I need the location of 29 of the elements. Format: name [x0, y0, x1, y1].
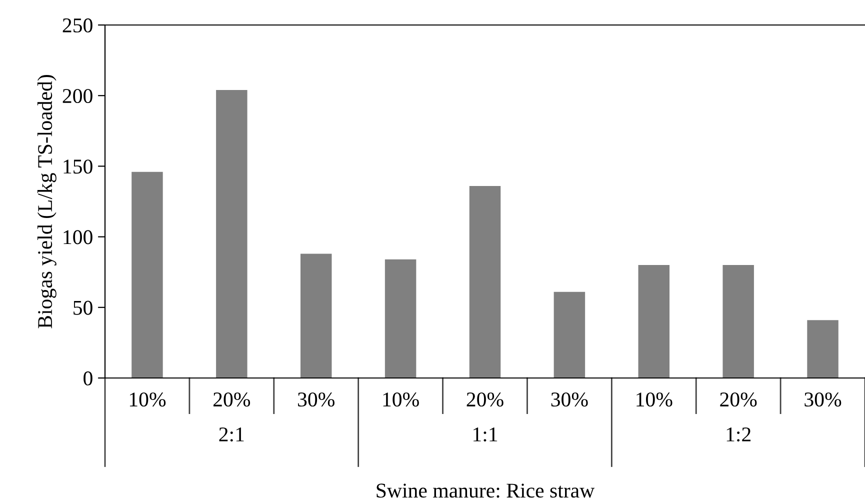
y-tick-label: 50: [74, 300, 92, 315]
y-axis-title: Biogas yield (L/kg TS-loaded): [37, 75, 56, 328]
text: 1:1: [474, 428, 498, 442]
text: 1:2: [726, 427, 750, 442]
x-tick-label: 10%: [636, 392, 672, 407]
bar: [807, 320, 838, 378]
x-tick-label: 20%: [213, 392, 250, 407]
bar: [132, 172, 163, 378]
x-tick-label: 30%: [804, 392, 842, 407]
bar: [300, 254, 332, 378]
y-tick-label: 250: [62, 18, 92, 32]
x-tick-label: 30%: [298, 392, 334, 407]
bar: [469, 186, 501, 378]
text: 2:1: [219, 427, 244, 442]
bar: [638, 265, 670, 378]
x-tick-label: 10%: [130, 392, 166, 407]
bar: [554, 292, 586, 378]
bar: [384, 259, 416, 378]
bar: [722, 265, 754, 378]
y-tick-label: 150: [64, 160, 92, 174]
x-tick-label: 10%: [383, 392, 419, 407]
y-tick-label: 100: [64, 230, 92, 244]
bar: [216, 90, 248, 378]
y-tick-label: 0: [84, 371, 92, 386]
x-tick-label: 30%: [551, 392, 588, 407]
x-tick-label: 20%: [720, 392, 757, 407]
y-tick-label: 200: [62, 88, 92, 104]
x-axis-title: Swine manure: Rice straw: [376, 484, 595, 498]
x-tick-label: 20%: [466, 392, 504, 407]
